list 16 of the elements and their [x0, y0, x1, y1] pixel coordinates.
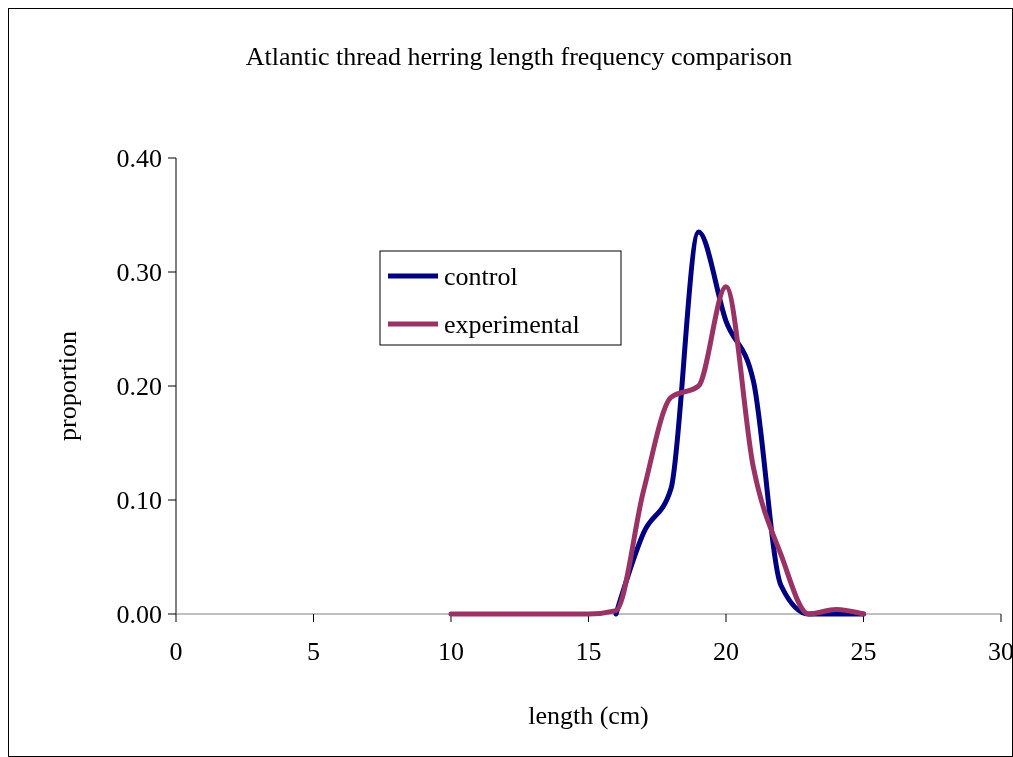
x-tick-label: 10 — [438, 637, 464, 666]
x-tick-label: 25 — [850, 637, 877, 666]
x-tick-label: 20 — [713, 637, 739, 666]
legend-label: control — [444, 262, 518, 292]
y-axis-title: proportion — [53, 331, 82, 441]
x-tick-label: 15 — [575, 637, 602, 666]
y-tick-label: 0.10 — [116, 486, 162, 516]
y-tick-label: 0.00 — [116, 600, 162, 630]
legend-label: experimental — [444, 310, 580, 340]
y-tick-label: 0.40 — [116, 144, 162, 174]
x-tick-label: 5 — [307, 637, 320, 666]
x-axis-title: length (cm) — [528, 701, 649, 730]
chart-title: Atlantic thread herring length frequency comparison — [245, 42, 793, 71]
y-tick-label: 0.20 — [116, 372, 162, 402]
y-tick-label: 0.30 — [116, 258, 162, 288]
x-tick-label: 0 — [169, 637, 183, 666]
